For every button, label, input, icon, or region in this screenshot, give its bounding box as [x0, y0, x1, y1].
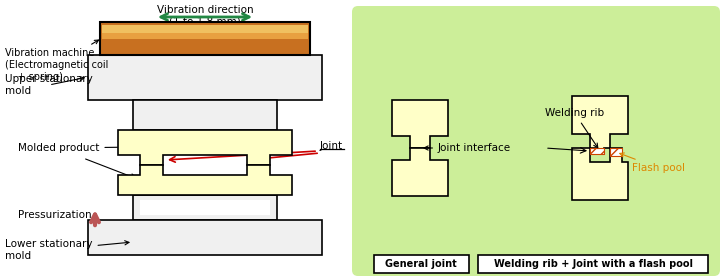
Text: General joint: General joint	[385, 259, 457, 269]
Text: Vibration machine
(Electromagnetic coil
    + spring): Vibration machine (Electromagnetic coil …	[5, 40, 109, 82]
Bar	[478, 255, 708, 273]
Polygon shape	[392, 100, 448, 148]
Text: Joint interface: Joint interface	[424, 143, 511, 153]
Polygon shape	[572, 96, 628, 154]
Bar	[88, 55, 322, 100]
Text: Lower stationary
mold: Lower stationary mold	[5, 239, 129, 261]
Bar	[102, 25, 308, 33]
Polygon shape	[118, 165, 292, 195]
Bar	[140, 200, 270, 215]
Bar	[610, 148, 622, 156]
Bar	[100, 22, 310, 55]
Bar	[102, 33, 308, 39]
Bar	[590, 148, 604, 154]
Text: Welding rib: Welding rib	[545, 108, 604, 148]
Text: Pressurization: Pressurization	[18, 210, 91, 220]
Polygon shape	[392, 148, 448, 196]
Text: Flash pool: Flash pool	[620, 153, 685, 173]
Text: Vibration direction
(1 to 1.8 mm): Vibration direction (1 to 1.8 mm)	[157, 5, 253, 27]
Text: Joint: Joint	[320, 141, 343, 151]
Bar	[88, 220, 322, 255]
Text: Upper stationary
mold: Upper stationary mold	[5, 74, 93, 96]
Bar	[374, 255, 469, 273]
Bar	[133, 100, 277, 130]
Polygon shape	[118, 130, 292, 165]
Polygon shape	[572, 148, 628, 200]
Bar	[133, 195, 277, 220]
FancyBboxPatch shape	[352, 6, 720, 276]
Text: Welding rib + Joint with a flash pool: Welding rib + Joint with a flash pool	[493, 259, 693, 269]
Text: Molded product: Molded product	[18, 143, 136, 153]
